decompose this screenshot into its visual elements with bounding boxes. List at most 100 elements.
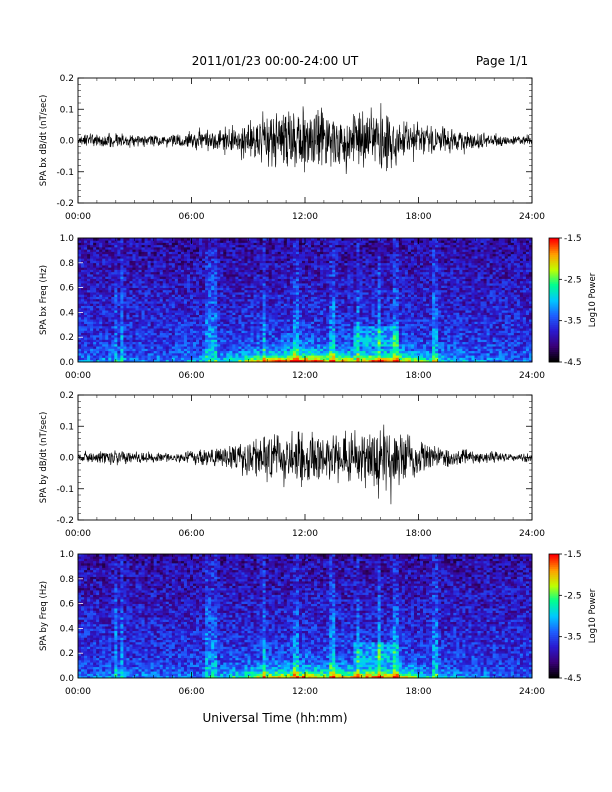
spectrogram-cell: [81, 307, 85, 311]
spectrogram-cell: [265, 247, 270, 250]
spectrogram-cell: [341, 278, 345, 282]
spectrogram-cell: [99, 303, 103, 306]
spectrogram-cell: [99, 265, 103, 268]
spectrogram-cell: [186, 251, 191, 255]
spectrogram-cell: [274, 332, 279, 336]
spectrogram-cell: [314, 269, 318, 273]
spectrogram-cell: [344, 303, 348, 306]
spectrogram-cell: [174, 330, 179, 334]
spectrogram-cell: [220, 346, 224, 349]
spectrogram-cell: [235, 292, 239, 295]
spectrogram-cell: [189, 298, 194, 302]
spectrogram-cell: [199, 298, 203, 302]
spectrogram-cell: [108, 265, 112, 268]
spectrogram-cell: [320, 269, 324, 273]
spectrogram-cell: [305, 330, 309, 334]
spectrogram-cell: [93, 283, 97, 286]
spectrogram-cell: [283, 240, 288, 243]
spectrogram-cell: [271, 267, 276, 270]
spectrogram-cell: [102, 355, 106, 358]
spectrogram-cell: [78, 242, 82, 246]
spectrogram-cell: [301, 328, 306, 331]
spectrogram-cell: [320, 292, 324, 295]
spectrogram-cell: [174, 267, 179, 270]
spectrogram-cell: [120, 269, 124, 273]
spectrogram-cell: [241, 294, 245, 297]
spectrogram-cell: [150, 325, 155, 329]
spectrogram-cell: [126, 274, 130, 277]
spectrogram-cell: [105, 269, 109, 273]
spectrogram-cell: [147, 328, 151, 331]
spectrogram-cell: [271, 240, 276, 243]
spectrogram-cell: [329, 251, 333, 255]
spectrogram-cell: [174, 283, 179, 286]
spectrogram-cell: [144, 269, 148, 273]
spectrogram-cell: [341, 357, 345, 361]
spectrogram-cell: [226, 348, 230, 352]
spectrogram-cell: [286, 301, 291, 304]
spectrogram-cell: [135, 238, 139, 241]
spectrogram-cell: [129, 256, 133, 259]
spectrogram-cell: [105, 325, 109, 329]
spectrogram-cell: [338, 305, 342, 309]
spectrogram-cell: [105, 247, 109, 250]
spectrogram-cell: [262, 274, 267, 277]
spectrogram-cell: [147, 240, 151, 243]
spectrogram-cell: [344, 305, 348, 309]
spectrogram-cell: [99, 296, 103, 300]
spectrogram-cell: [132, 301, 136, 304]
spectrogram-cell: [114, 305, 118, 309]
spectrogram-cell: [283, 294, 288, 297]
spectrogram-cell: [165, 307, 170, 311]
spectrogram-cell: [78, 294, 82, 297]
spectrogram-cell: [165, 294, 170, 297]
spectrogram-cell: [84, 355, 88, 358]
spectrogram-cell: [329, 341, 333, 345]
spectrogram-cell: [138, 244, 142, 248]
spectrogram-cell: [114, 312, 118, 315]
spectrogram-cell: [305, 262, 309, 266]
spectrogram-cell: [183, 343, 188, 347]
spectrogram-cell: [193, 260, 197, 264]
spectrogram-cell: [141, 334, 145, 338]
spectrogram-cell: [117, 296, 121, 300]
spectrogram-cell: [208, 251, 212, 255]
spectrogram-cell: [283, 359, 288, 363]
spectrogram-cell: [126, 310, 130, 313]
spectrogram-cell: [232, 283, 236, 286]
spectrogram-cell: [102, 316, 106, 320]
spectrogram-cell: [171, 289, 176, 293]
spectrogram-cell: [150, 292, 155, 295]
spectrogram-cell: [186, 323, 191, 327]
spectrogram-cell: [220, 240, 224, 243]
spectrogram-cell: [265, 355, 270, 358]
spectrogram-cell: [289, 294, 294, 297]
spectrogram-cell: [235, 267, 239, 270]
spectrogram-cell: [298, 294, 303, 297]
spectrogram-cell: [126, 296, 130, 300]
spectrogram-cell: [180, 321, 185, 325]
spectrogram-cell: [253, 307, 257, 311]
spectrogram-cell: [314, 357, 318, 361]
spectrogram-cell: [262, 301, 267, 304]
spectrogram-cell: [117, 283, 121, 286]
spectrogram-cell: [320, 341, 324, 345]
spectrogram-cell: [138, 296, 142, 300]
spectrogram-cell: [308, 348, 312, 352]
spectrogram-cell: [193, 285, 197, 288]
spectrogram-cell: [159, 260, 164, 264]
spectrogram-cell: [132, 359, 136, 363]
spectrogram-cell: [308, 339, 312, 343]
spectrogram-cell: [308, 280, 312, 284]
spectrogram-cell: [305, 287, 309, 291]
spectrogram-cell: [150, 289, 155, 293]
spectrogram-cell: [262, 296, 267, 300]
spectrogram-cell: [280, 251, 285, 255]
spectrogram-cell: [229, 289, 233, 293]
spectrogram-cell: [277, 355, 282, 358]
spectrogram-cell: [314, 249, 318, 252]
spectrogram-cell: [135, 323, 139, 327]
spectrogram-cell: [280, 296, 285, 300]
spectrogram-cell: [123, 260, 127, 264]
spectrogram-cell: [202, 312, 206, 315]
